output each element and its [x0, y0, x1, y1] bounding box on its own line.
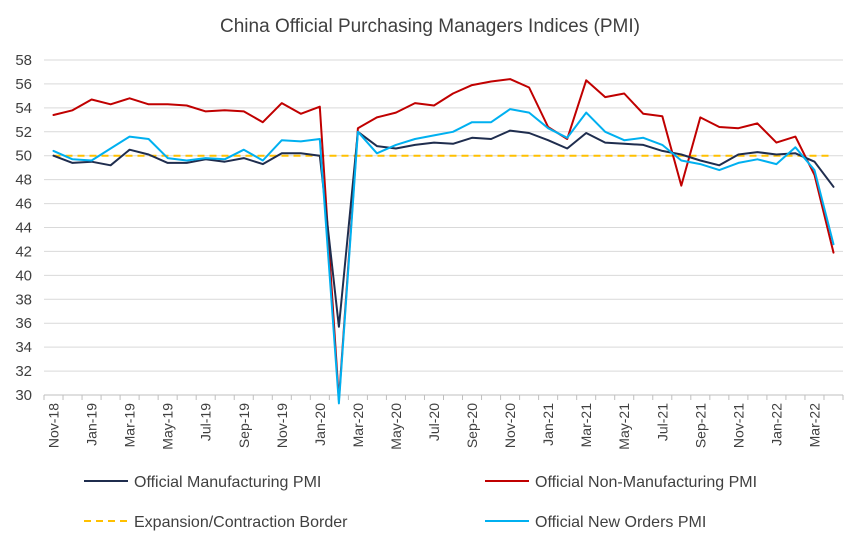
legend-label-official-non-manufacturing-pmi: Official Non-Manufacturing PMI [535, 474, 757, 491]
grid-lines [44, 59, 843, 372]
y-tick-label-38: 38 [15, 291, 32, 308]
chart-title: China Official Purchasing Managers Indic… [220, 16, 640, 37]
y-tick-label-54: 54 [15, 100, 32, 117]
x-tick-label-Mar-19: Mar-19 [122, 403, 138, 448]
x-tick-label-Jan-22: Jan-22 [768, 403, 784, 446]
y-tick-label-42: 42 [15, 243, 32, 260]
x-tick-label-Jul-21: Jul-21 [654, 403, 670, 441]
x-tick-label-Mar-20: Mar-20 [350, 403, 366, 448]
y-tick-label-58: 58 [15, 52, 32, 69]
x-tick-label-Jul-20: Jul-20 [426, 403, 442, 441]
y-tick-label-32: 32 [15, 363, 32, 380]
legend-label-official-new-orders-pmi: Official New Orders PMI [535, 514, 706, 531]
y-tick-label-56: 56 [15, 76, 32, 93]
series-line-official-non-manufacturing-pmi [52, 78, 835, 401]
y-tick-label-48: 48 [15, 172, 32, 189]
x-tick-label-Sep-21: Sep-21 [692, 403, 708, 448]
x-axis: Nov-18 Jan-19 Mar-19 May-19 Jul-19 Sep-19 Nov-… [43, 394, 844, 450]
legend-label-official-manufacturing-pmi: Official Manufacturing PMI [134, 474, 321, 491]
x-tick-label-Sep-20: Sep-20 [464, 403, 480, 448]
x-tick-label-Jul-19: Jul-19 [198, 403, 214, 441]
x-tick-label-Jan-21: Jan-21 [540, 403, 556, 446]
x-tick-label-Nov-18: Nov-18 [46, 403, 62, 448]
series-lines [52, 78, 835, 405]
y-tick-label-40: 40 [15, 267, 32, 284]
y-tick-label-44: 44 [15, 220, 32, 237]
y-tick-label-46: 46 [15, 196, 32, 213]
legend: Official Manufacturing PMI Official Non-M… [84, 474, 757, 531]
x-tick-label-May-19: May-19 [160, 403, 176, 450]
x-tick-label-Nov-21: Nov-21 [730, 403, 746, 448]
series-line-official-new-orders-pmi [52, 108, 835, 405]
x-tick-label-Nov-20: Nov-20 [502, 403, 518, 448]
y-tick-label-36: 36 [15, 315, 32, 332]
y-tick-label-52: 52 [15, 124, 32, 141]
y-tick-label-30: 30 [15, 387, 32, 404]
x-tick-label-Jan-20: Jan-20 [312, 403, 328, 446]
x-tick-label-Sep-19: Sep-19 [236, 403, 252, 448]
x-tick-label-Jan-19: Jan-19 [84, 403, 100, 446]
y-axis-tick-labels: 30 32 34 36 38 40 42 44 46 48 50 52 54 56 58 [15, 52, 32, 404]
x-tick-label-Mar-22: Mar-22 [806, 403, 822, 448]
x-tick-label-May-21: May-21 [616, 403, 632, 450]
x-tick-label-Nov-19: Nov-19 [274, 403, 290, 448]
legend-label-expansion-contraction-border: Expansion/Contraction Border [134, 514, 348, 531]
x-tick-label-May-20: May-20 [388, 403, 404, 450]
y-tick-label-34: 34 [15, 339, 32, 356]
series-line-official-manufacturing-pmi [52, 129, 835, 328]
x-tick-label-Mar-21: Mar-21 [578, 403, 594, 448]
y-tick-label-50: 50 [15, 148, 32, 165]
